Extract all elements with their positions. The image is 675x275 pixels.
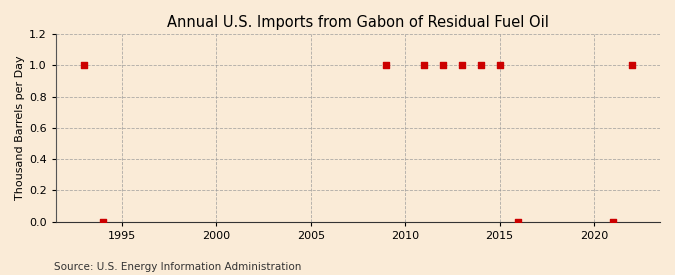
Point — [456, 63, 467, 67]
Title: Annual U.S. Imports from Gabon of Residual Fuel Oil: Annual U.S. Imports from Gabon of Residu… — [167, 15, 549, 30]
Point — [418, 63, 429, 67]
Text: Source: U.S. Energy Information Administration: Source: U.S. Energy Information Administ… — [54, 262, 301, 272]
Point — [494, 63, 505, 67]
Point — [475, 63, 486, 67]
Point — [79, 63, 90, 67]
Point — [437, 63, 448, 67]
Point — [381, 63, 392, 67]
Y-axis label: Thousand Barrels per Day: Thousand Barrels per Day — [15, 56, 25, 200]
Point — [626, 63, 637, 67]
Point — [513, 219, 524, 224]
Point — [608, 219, 618, 224]
Point — [98, 219, 109, 224]
